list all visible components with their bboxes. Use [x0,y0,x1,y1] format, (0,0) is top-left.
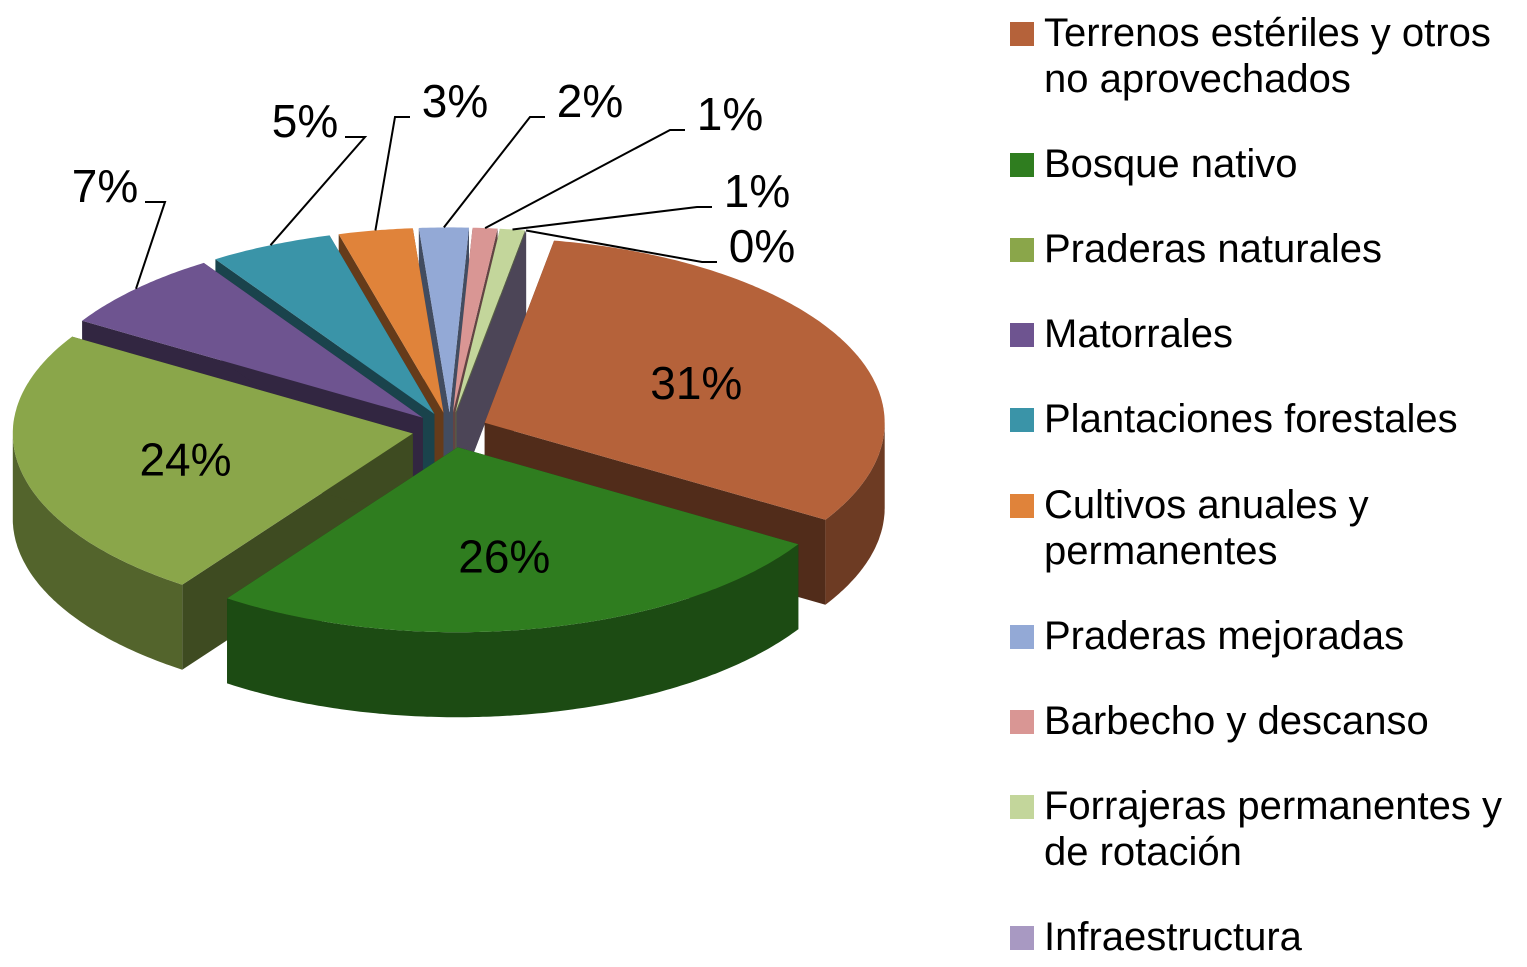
slice [82,262,423,418]
legend-swatch [1010,624,1034,649]
leader-line [269,136,368,246]
slice [12,336,413,585]
leader-line [374,116,410,231]
data-label: 0% [729,220,795,272]
legend-item: Infraestructura [1010,914,1522,960]
data-label: 1% [697,88,763,140]
legend-label: Praderas naturales [1044,227,1382,272]
legend-swatch [1010,323,1034,348]
legend-item: Forrajeras permanentes y de rotación [1010,783,1522,875]
legend-label: Cultivos anuales y permanentes [1044,482,1369,573]
legend-label: Bosque nativo [1044,142,1298,187]
pie-area: 31%26%24%7%5% 3% 2% 1%1%0% [12,75,885,718]
legend-swatch [1010,22,1034,46]
slice [453,227,498,413]
legend-swatch [1010,238,1034,263]
data-label: 5% [272,95,338,147]
leader-line [484,129,685,229]
leader-line [525,229,717,263]
slice-outer-wall [227,544,799,718]
slice [455,228,525,413]
legend-swatch [1010,709,1034,734]
data-label: 7% [72,160,138,212]
legend-item: Praderas naturales [1010,226,1522,272]
leader-line [512,206,712,231]
slice-outer-wall [825,423,885,605]
slice [215,235,435,414]
legend-label: Forrajeras permanentes y de rotación [1044,783,1502,874]
legend-label: Infraestructura [1044,914,1302,959]
legend-label: Barbecho y descanso [1044,698,1429,743]
leader-line [443,116,545,229]
legend-item: Praderas mejoradas [1010,613,1522,659]
legend-swatch [1010,925,1034,950]
legend-item: Cultivos anuales y permanentes [1010,482,1522,574]
legend-label: Plantaciones forestales [1044,397,1458,442]
legend-swatch [1010,493,1034,518]
slice [418,227,469,413]
data-label: 24% [139,433,231,485]
slice [338,228,444,413]
slice [227,447,799,633]
legend-swatch [1010,794,1034,819]
legend-label: Praderas mejoradas [1044,613,1405,658]
legend-item: Terrenos estériles y otros no aprovechad… [1010,10,1522,102]
legend-item: Plantaciones forestales [1010,396,1522,442]
data-label: 31% [650,357,742,409]
legend-item: Matorrales [1010,311,1522,357]
legend-label: Terrenos estériles y otros no aprovechad… [1044,11,1491,101]
leader-line [135,201,167,290]
data-label: 1% [724,165,790,217]
slice [484,240,885,520]
slice-outer-wall [12,435,183,670]
legend-swatch [1010,408,1034,433]
data-label: 2% [557,75,623,127]
legend-swatch [1010,153,1034,178]
legend-item: Barbecho y descanso [1010,698,1522,744]
slice-side-wall [456,230,527,498]
legend-item: Bosque nativo [1010,141,1522,187]
legend: Terrenos estériles y otros no aprovechad… [1010,10,1522,960]
data-label: 26% [458,530,550,582]
data-label: 3% [422,75,488,127]
legend-label: Matorrales [1044,312,1233,357]
